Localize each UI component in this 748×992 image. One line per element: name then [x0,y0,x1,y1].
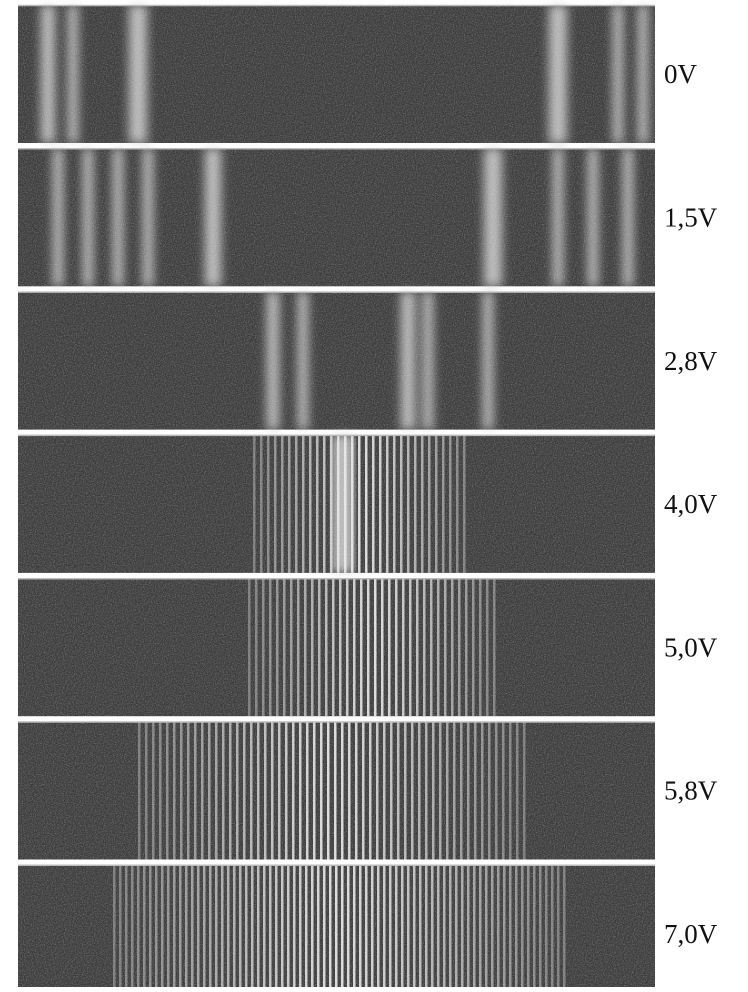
voltage-label: 5,0V [664,632,718,662]
noise [18,434,655,573]
noise [18,721,655,860]
voltage-label: 1,5V [664,203,718,233]
voltage-label: 2,8V [664,346,718,376]
panel [18,148,655,287]
voltage-label: 7,0V [664,919,718,949]
noise [18,864,655,992]
panel [18,721,655,860]
voltage-label: 0V [664,59,698,89]
panel [18,864,655,992]
panel [18,291,655,430]
panel [18,577,655,717]
noise [18,578,655,717]
panel [18,4,655,143]
noise [18,291,655,430]
voltage-label: 5,8V [664,776,718,806]
panel [18,434,655,573]
voltage-label: 4,0V [664,489,718,519]
noise [18,5,655,143]
noise [18,148,655,287]
